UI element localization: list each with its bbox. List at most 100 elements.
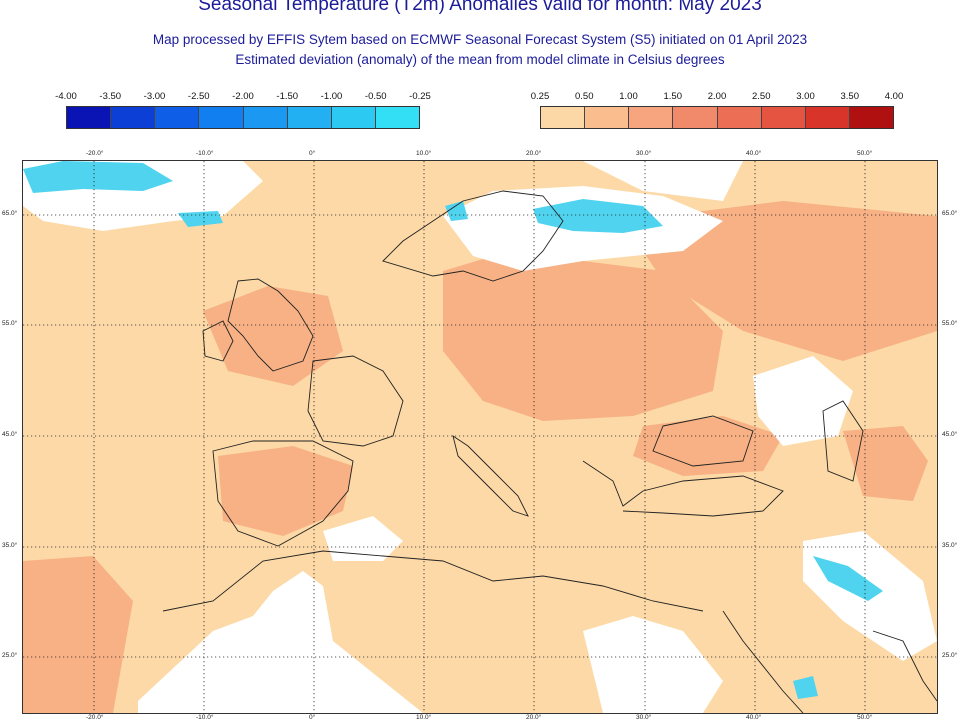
legend-positive-label: 0.50 (575, 91, 594, 102)
lat-label-right-55n: 55.0° (942, 320, 958, 327)
warm-anomaly-region-russia (623, 201, 937, 361)
cool-anomaly-region-norway (445, 201, 468, 221)
legend-positive-swatch (717, 107, 762, 128)
warm-anomaly-region-britain (203, 286, 343, 386)
warm-anomaly-region-caucasus (843, 426, 928, 501)
cool-anomaly-region-arabia (793, 676, 818, 699)
lat-label-left-25n: 25.0° (2, 652, 18, 659)
lon-label-bottom-30e: 30.0° (636, 714, 652, 721)
coastline-outlines (162, 190, 938, 714)
lon-label-bottom-10w: -10.0° (196, 714, 214, 721)
legend-negative: -4.00 -3.50 -3.00 -2.50 -2.00 -1.50 -1.00 -0.50… (55, 91, 431, 129)
legend-positive-swatch (629, 107, 674, 128)
lon-label-bottom-20w: -20.0° (86, 714, 104, 721)
legend-negative-label: -1.00 (320, 91, 343, 102)
coastline-italy (452, 434, 529, 517)
warm-anomaly-region-iberia (218, 446, 353, 536)
lon-label-top-50e: 50.0° (857, 150, 873, 157)
legend-negative-label: -0.25 (409, 91, 431, 102)
legend-positive-label: 2.00 (707, 91, 727, 102)
graticule (23, 161, 937, 713)
neutral-region-mediterranean (323, 516, 403, 561)
coastline-caspian (822, 400, 864, 482)
legend-negative-labels: -4.00 -3.50 -3.00 -2.50 -2.00 -1.50 -1.00 -0.50… (55, 91, 431, 105)
lat-label-left-45n: 45.0° (2, 431, 18, 438)
lon-label-top-10w: -10.0° (196, 150, 214, 157)
cool-anomaly-region-iraq (813, 556, 883, 601)
lon-label-top-40e: 40.0° (746, 150, 762, 157)
lat-label-right-25n: 25.0° (942, 652, 958, 659)
legend-positive-label: 1.00 (619, 91, 638, 102)
coastline-iberia (212, 440, 354, 547)
legend-positive-swatch (673, 107, 718, 128)
legend-negative-swatch (287, 107, 332, 128)
legend-negative-label: -4.00 (55, 91, 77, 102)
legend-positive-label: 4.00 (884, 91, 904, 102)
lon-label-bottom-0: 0° (309, 714, 316, 721)
lon-label-bottom-10e: 10.0° (416, 714, 432, 721)
anomaly-map-canvas (23, 161, 938, 714)
legend-negative-bar (66, 106, 420, 129)
cool-anomaly-region-greenland (23, 161, 173, 193)
legend-positive-swatch (761, 107, 806, 128)
legend-negative-label: -2.50 (187, 91, 210, 102)
legend-negative-label: -3.50 (99, 91, 122, 102)
lon-label-top-10e: 10.0° (416, 150, 432, 157)
legend-positive-label: 3.50 (840, 91, 860, 102)
coastline-black-sea (652, 415, 754, 467)
lon-label-top-20w: -20.0° (86, 150, 104, 157)
coastline-scandinavia (382, 190, 564, 282)
legend-positive-swatch (585, 107, 630, 128)
lat-label-right-65n: 65.0° (942, 210, 958, 217)
neutral-region-sahara-east (583, 616, 723, 713)
legend-negative-swatch (199, 107, 244, 128)
lat-label-left-65n: 65.0° (2, 210, 18, 217)
anomaly-map (22, 160, 938, 714)
map-title: Seasonal Temperature (T2m) Anomalies val… (198, 0, 762, 15)
lon-label-top-30e: 30.0° (636, 150, 652, 157)
legend-negative-swatch (155, 107, 200, 128)
coastline-north-africa (162, 550, 704, 612)
legend-positive-label: 0.25 (530, 91, 550, 102)
legend-negative-swatch (111, 107, 156, 128)
lon-label-bottom-40e: 40.0° (746, 714, 762, 721)
legend-positive-label: 2.50 (752, 91, 771, 102)
legend-positive-label: 3.00 (796, 91, 815, 102)
neutral-region-arctic-northeast (583, 161, 743, 201)
map-subtitle-source: Map processed by EFFIS Sytem based on EC… (152, 32, 808, 47)
legend-positive-bar (540, 106, 894, 129)
warm-anomaly-region-atlantic-southwest (23, 556, 133, 713)
lat-label-right-45n: 45.0° (942, 431, 958, 438)
lon-label-top-20e: 20.0° (526, 150, 542, 157)
lon-label-bottom-20e: 20.0° (526, 714, 542, 721)
lat-label-right-35n: 35.0° (942, 542, 958, 549)
coastline-france (307, 355, 404, 447)
legend-negative-label: -3.00 (143, 91, 166, 102)
coastline-britain (227, 278, 314, 372)
coastline-persian-gulf (872, 630, 938, 702)
legend-positive-label: 1.50 (663, 91, 683, 102)
legend-positive-swatch (541, 107, 586, 128)
cool-anomaly-region-finland (533, 199, 663, 233)
lat-label-left-35n: 35.0° (2, 542, 18, 549)
neutral-region-caspian (753, 356, 853, 446)
legend-negative-swatch (243, 107, 288, 128)
legend-negative-label: -0.50 (364, 91, 387, 102)
neutral-region-north-africa (138, 571, 423, 713)
legend-positive: 0.25 0.50 1.00 1.50 2.00 2.50 3.00 3.50 4.00 (531, 91, 904, 129)
warm-anomaly-region-black-sea (633, 416, 783, 476)
legend-positive-swatch (849, 107, 893, 128)
legend-positive-labels: 0.25 0.50 1.00 1.50 2.00 2.50 3.00 3.50 4.00 (531, 91, 904, 105)
legend-negative-swatch (67, 107, 112, 128)
legend-negative-swatch (375, 107, 419, 128)
coastline-red-sea (722, 610, 804, 714)
legend-negative-swatch (331, 107, 376, 128)
legend-negative-label: -2.00 (232, 91, 254, 102)
legend-positive-swatch (805, 107, 850, 128)
lon-label-bottom-50e: 50.0° (857, 714, 873, 721)
coastline-ireland (202, 320, 234, 362)
lon-label-top-0: 0° (309, 150, 316, 157)
legend-negative-label: -1.50 (276, 91, 299, 102)
coastline-greece-turkey (582, 460, 784, 517)
warm-anomaly-region-central-europe (443, 256, 723, 421)
